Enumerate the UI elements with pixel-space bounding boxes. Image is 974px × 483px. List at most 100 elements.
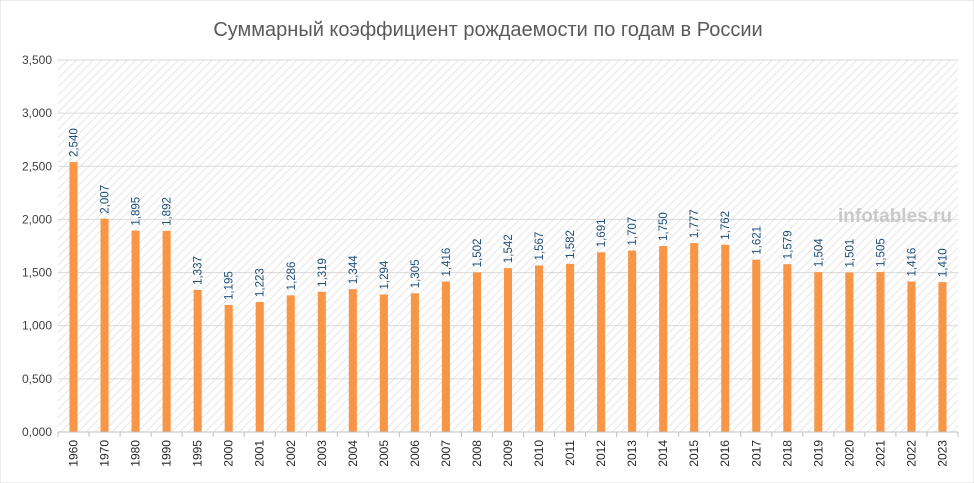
y-tick-label: 0,500 bbox=[22, 372, 52, 386]
bar bbox=[659, 246, 668, 432]
x-tick-label: 2016 bbox=[718, 440, 732, 467]
bar bbox=[535, 265, 544, 432]
data-label: 1,410 bbox=[937, 248, 949, 277]
data-label: 1,502 bbox=[472, 239, 484, 268]
x-tick-label: 2014 bbox=[656, 440, 670, 467]
data-label: 1,895 bbox=[131, 197, 143, 226]
data-label: 1,777 bbox=[689, 209, 701, 238]
y-tick-label: 0,000 bbox=[22, 425, 52, 439]
y-axis: 0,000 0,500 1,000 1,500 2,000 2,500 3,000 3,500 bbox=[22, 53, 52, 439]
data-label: 1,750 bbox=[658, 212, 670, 241]
data-label: 1,505 bbox=[875, 238, 887, 267]
data-label: 2,007 bbox=[100, 185, 112, 214]
x-tick-label: 2004 bbox=[346, 440, 360, 467]
data-label: 1,504 bbox=[813, 238, 825, 267]
x-tick-label: 2017 bbox=[749, 440, 763, 467]
data-label: 1,707 bbox=[627, 217, 639, 246]
x-tick-label: 2002 bbox=[284, 440, 298, 467]
bar bbox=[721, 244, 730, 432]
bar bbox=[348, 289, 357, 432]
bar bbox=[410, 293, 419, 432]
data-label: 1,567 bbox=[534, 232, 546, 261]
y-tick-label: 2,000 bbox=[22, 212, 52, 226]
data-label: 1,501 bbox=[844, 239, 856, 268]
chart-title: Суммарный коэффициент рождаемости по год… bbox=[213, 19, 762, 41]
bar bbox=[876, 272, 885, 432]
x-tick-label: 2000 bbox=[222, 440, 236, 467]
x-tick-label: 2020 bbox=[842, 440, 856, 467]
bar bbox=[131, 230, 140, 432]
data-label: 1,579 bbox=[782, 230, 794, 259]
data-label: 1,195 bbox=[224, 271, 236, 300]
data-label: 2,540 bbox=[69, 128, 81, 157]
x-tick-label: 2018 bbox=[780, 440, 794, 467]
x-tick-label: 2005 bbox=[377, 440, 391, 467]
bars bbox=[69, 162, 947, 432]
bar bbox=[441, 281, 450, 432]
x-tick-label: 2010 bbox=[532, 440, 546, 467]
y-tick-label: 2,500 bbox=[22, 159, 52, 173]
bar bbox=[100, 218, 109, 432]
x-tick-label: 1970 bbox=[98, 440, 112, 467]
x-tick-label: 2012 bbox=[594, 440, 608, 467]
bar bbox=[193, 289, 202, 432]
x-tick-label: 2021 bbox=[873, 440, 887, 467]
x-tick-label: 2023 bbox=[935, 440, 949, 467]
x-tick-label: 2001 bbox=[253, 440, 267, 467]
bar bbox=[907, 281, 916, 432]
x-tick-label: 2006 bbox=[408, 440, 422, 467]
data-label: 1,542 bbox=[503, 234, 515, 263]
y-tick-label: 3,000 bbox=[22, 106, 52, 120]
data-label: 1,691 bbox=[596, 218, 608, 247]
data-label: 1,416 bbox=[441, 248, 453, 277]
x-tick-label: 2011 bbox=[563, 440, 577, 466]
data-label: 1,621 bbox=[751, 226, 763, 255]
data-label: 1,416 bbox=[906, 248, 918, 277]
bar bbox=[690, 243, 699, 432]
data-label: 1,294 bbox=[379, 260, 391, 289]
bar bbox=[224, 304, 233, 432]
data-labels: 2,540 2,007 1,895 1,892 1,337 1,195 1,223 1,286… bbox=[69, 128, 950, 300]
x-tick-label: 2019 bbox=[811, 440, 825, 467]
bar bbox=[752, 259, 761, 432]
x-tick-label: 1980 bbox=[129, 440, 143, 467]
data-label: 1,305 bbox=[410, 260, 422, 289]
data-label: 1,223 bbox=[255, 268, 267, 297]
y-tick-label: 1,500 bbox=[22, 266, 52, 280]
bar bbox=[255, 302, 264, 432]
x-axis: 1960 1970 1980 1990 1995 2000 2001 2002 2003 2004… bbox=[57, 431, 959, 467]
y-tick-label: 1,000 bbox=[22, 319, 52, 333]
x-tick-label: 1960 bbox=[67, 440, 81, 467]
bar bbox=[566, 263, 575, 432]
bar bbox=[503, 268, 513, 432]
bar bbox=[845, 272, 854, 432]
bar bbox=[628, 250, 637, 432]
x-tick-label: 2003 bbox=[315, 440, 329, 467]
x-tick-label: 2009 bbox=[501, 440, 515, 467]
bar bbox=[286, 295, 295, 432]
data-label: 1,337 bbox=[193, 256, 205, 285]
y-tick-label: 3,500 bbox=[22, 53, 52, 67]
x-tick-label: 2015 bbox=[687, 440, 701, 467]
bar bbox=[597, 252, 606, 432]
bar bbox=[69, 162, 78, 432]
x-tick-label: 2007 bbox=[439, 440, 453, 467]
x-tick-label: 2008 bbox=[470, 440, 484, 467]
bar bbox=[472, 272, 481, 432]
data-label: 1,582 bbox=[565, 230, 577, 259]
data-label: 1,892 bbox=[162, 197, 174, 226]
x-tick-label: 1995 bbox=[191, 440, 205, 467]
data-label: 1,344 bbox=[348, 255, 360, 284]
bar bbox=[783, 264, 792, 432]
data-label: 1,286 bbox=[286, 262, 298, 291]
x-tick-label: 2022 bbox=[904, 440, 918, 467]
bar bbox=[379, 294, 388, 432]
bar bbox=[317, 291, 326, 432]
x-tick-label: 2013 bbox=[625, 440, 639, 467]
watermark: infotables.ru bbox=[838, 206, 952, 227]
x-tick-label: 1990 bbox=[160, 440, 174, 467]
bar bbox=[814, 272, 823, 432]
data-label: 1,762 bbox=[720, 211, 732, 240]
